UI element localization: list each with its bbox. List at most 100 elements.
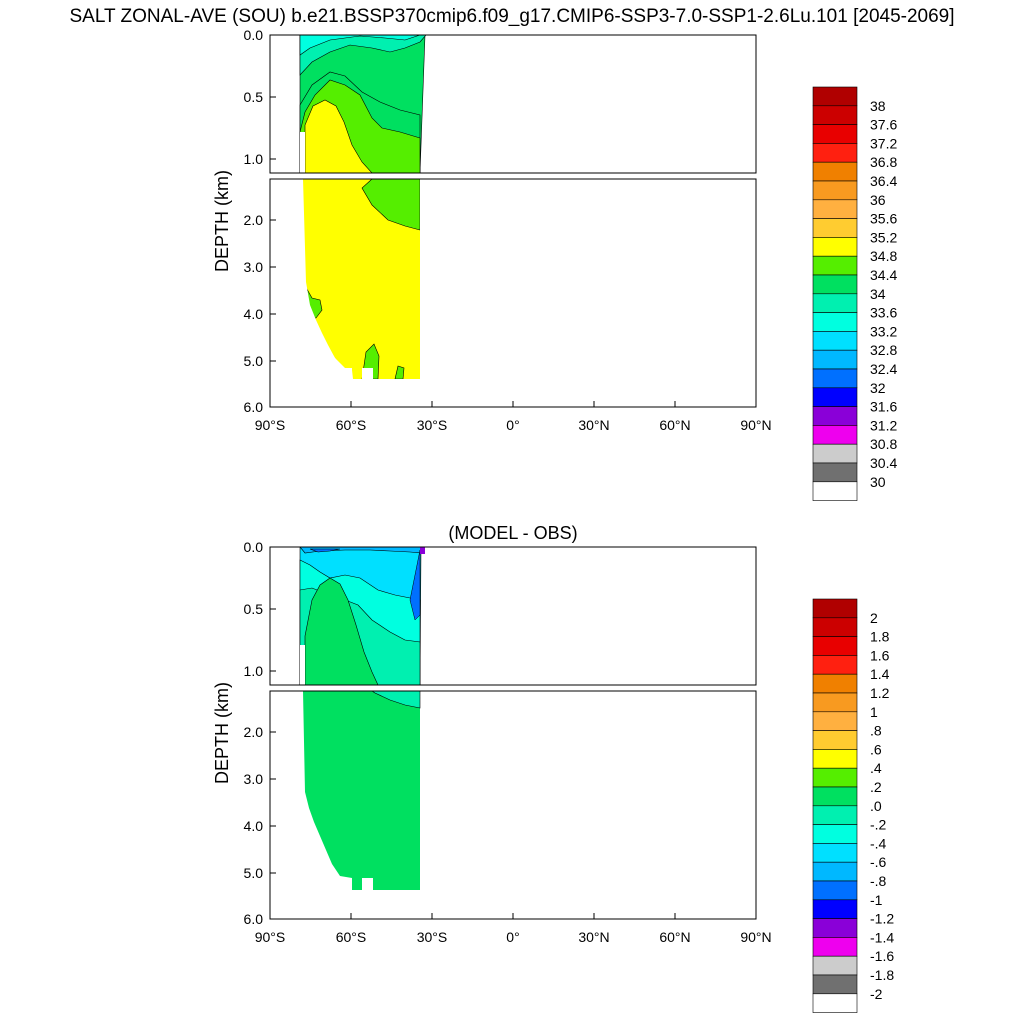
- y-tick-label: 3.0: [244, 259, 264, 275]
- colorbar-swatch: [812, 843, 858, 863]
- colorbar-swatch: [812, 880, 858, 901]
- colorbar-label: 1.4: [870, 666, 890, 682]
- y-tick-label: 4.0: [244, 306, 264, 322]
- y-tick: 1.0: [244, 151, 276, 167]
- lower-missing-mask: [270, 179, 373, 407]
- colorbar-swatch: [812, 749, 858, 769]
- colorbar-label: -1.2: [870, 911, 894, 927]
- colorbar-label: 32.4: [870, 361, 897, 377]
- colorbar-swatch: [812, 443, 858, 464]
- colorbar-swatch: [812, 274, 858, 295]
- upper-contour-fill: [304, 577, 379, 685]
- x-tick: 90°S: [255, 401, 285, 433]
- colorbar-label: 36: [870, 192, 886, 208]
- colorbar-label: -2: [870, 986, 883, 1002]
- colorbar-swatch: [812, 805, 858, 825]
- colorbar-swatch: [812, 711, 858, 731]
- colorbar-label: 36.8: [870, 154, 897, 170]
- colorbar-label: 34.4: [870, 267, 897, 283]
- x-tick-label: 30°N: [578, 929, 609, 945]
- colorbar-swatch: [812, 918, 858, 938]
- colorbar-swatch: [812, 974, 858, 995]
- colorbar-swatch: [812, 481, 858, 501]
- upper-contour-fill: [304, 99, 373, 173]
- upper-contour-fill: [409, 549, 421, 621]
- x-tick-label: 0°: [506, 417, 519, 433]
- plot-frame-upper: [269, 546, 757, 686]
- y-tick-label: 2.0: [244, 212, 264, 228]
- colorbar-swatch: [812, 824, 858, 844]
- colorbar-swatch: [812, 124, 858, 144]
- y-tick-label: 0.5: [244, 601, 264, 617]
- colorbar-swatch: [812, 425, 858, 445]
- colorbar-swatch: [812, 331, 858, 351]
- lower-contour-fill: [303, 179, 420, 379]
- colorbar-swatch: [812, 786, 858, 807]
- y-tick-label: 1.0: [244, 151, 264, 167]
- y-tick-label: 1.0: [244, 663, 264, 679]
- colorbar-label: 31.6: [870, 399, 897, 415]
- x-tick-label: 0°: [506, 929, 519, 945]
- y-tick: 5.0: [244, 353, 276, 369]
- colorbar-label: 30.4: [870, 455, 897, 471]
- colorbar-label: 1.8: [870, 629, 890, 645]
- colorbar-label: 34: [870, 286, 886, 302]
- colorbar-swatch: [812, 218, 858, 238]
- colorbar-label: -.8: [870, 873, 887, 889]
- y-axis: 0.0 0.5 1.0 2.0 3.0 4.0 5.0 6.0 DEPTH (k…: [212, 27, 276, 415]
- upper-contour-fill: [420, 547, 425, 554]
- y-tick-label: 6.0: [244, 399, 264, 415]
- colorbar-label: 37.6: [870, 117, 897, 133]
- colorbar-label: -.4: [870, 835, 887, 851]
- difference-plot: (MODEL - OBS) 90°S: [212, 523, 894, 1013]
- colorbar-label: -.6: [870, 854, 887, 870]
- colorbar-swatch: [812, 105, 858, 125]
- colorbar-label: 38: [870, 98, 886, 114]
- colorbar-label: -1.6: [870, 948, 894, 964]
- colorbar-label: -.2: [870, 817, 887, 833]
- colorbar-swatch: [812, 636, 858, 656]
- colorbar-swatch: [812, 993, 858, 1013]
- colorbar-label: 32: [870, 380, 886, 396]
- y-tick: 4.0: [244, 818, 276, 834]
- colorbar-label: 34.8: [870, 248, 897, 264]
- colorbar-label: .6: [870, 741, 882, 757]
- colorbar-swatch: [812, 143, 858, 163]
- colorbar-label: -1.4: [870, 929, 894, 945]
- colorbar-label: 35.2: [870, 229, 897, 245]
- x-tick: 30°N: [578, 401, 610, 433]
- y-tick: 3.0: [244, 771, 276, 787]
- colorbar-label: .4: [870, 760, 882, 776]
- x-tick-label: 60°S: [336, 929, 367, 945]
- x-tick: 60°N: [659, 913, 691, 945]
- colorbar-label: -1: [870, 892, 883, 908]
- x-axis: 90°S 60°S 30°S 0° 30°N 60°N 90°N: [255, 401, 772, 433]
- colorbar-label: 32.8: [870, 342, 897, 358]
- upper-contour-fill: [299, 35, 421, 56]
- y-tick: 0.5: [244, 89, 276, 105]
- colorbar-swatch: [812, 368, 858, 389]
- y-tick-label: 6.0: [244, 911, 264, 927]
- colorbar-swatch: [812, 955, 858, 976]
- x-tick: 30°N: [578, 913, 610, 945]
- y-tick-label: 2.0: [244, 724, 264, 740]
- x-tick: 60°S: [336, 913, 367, 945]
- y-tick: 4.0: [244, 306, 276, 322]
- colorbar-swatch: [812, 237, 858, 257]
- x-tick-label: 30°S: [417, 929, 448, 945]
- colorbar-swatch: [812, 899, 858, 919]
- y-tick-label: 0.0: [244, 539, 264, 555]
- y-tick: 3.0: [244, 259, 276, 275]
- colorbar-label: 1.6: [870, 647, 890, 663]
- x-tick-label: 60°N: [659, 929, 690, 945]
- x-tick: 60°N: [659, 401, 691, 433]
- y-tick-label: 3.0: [244, 771, 264, 787]
- colorbar-label: 1: [870, 704, 878, 720]
- colorbar-label: 33.6: [870, 305, 897, 321]
- x-tick-label: 90°N: [740, 417, 771, 433]
- colorbar-label: 2: [870, 610, 878, 626]
- colorbar-swatch: [812, 312, 858, 332]
- colorbar: 38 37.6 37.2 36.8 36.4 36 35.6 35.2 34.8 34.4 34 33…: [812, 86, 897, 501]
- x-tick-label: 60°N: [659, 417, 690, 433]
